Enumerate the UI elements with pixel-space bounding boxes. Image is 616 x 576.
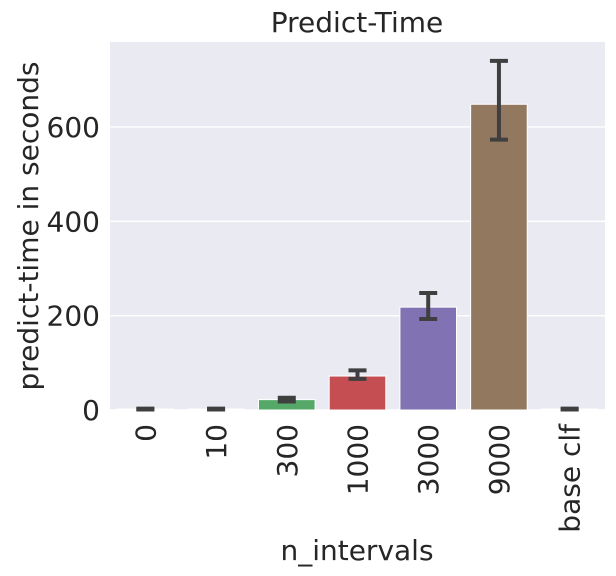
y-tick-label: 200 xyxy=(47,300,100,333)
x-tick-label: 10 xyxy=(200,424,233,460)
y-tick-label: 400 xyxy=(47,205,100,238)
x-tick-label: 9000 xyxy=(483,424,516,495)
bar xyxy=(400,307,457,410)
x-axis-label: n_intervals xyxy=(280,534,433,567)
x-tick-label: 300 xyxy=(271,424,304,477)
x-tick-label: 0 xyxy=(129,424,162,442)
error-bar xyxy=(136,409,154,410)
y-axis-label: predict-time in seconds xyxy=(12,62,45,391)
y-tick-label: 600 xyxy=(47,111,100,144)
x-tick-label: base clf xyxy=(554,423,587,533)
bar xyxy=(329,376,386,410)
error-bar xyxy=(561,409,579,410)
error-bar xyxy=(207,409,225,410)
plot-area xyxy=(110,42,605,410)
error-bar xyxy=(278,398,296,402)
chart-title: Predict-Time xyxy=(271,6,444,39)
y-tick-labels: 0 200 400 600 xyxy=(47,111,100,427)
bar xyxy=(471,104,528,410)
x-tick-label: 3000 xyxy=(412,424,445,495)
x-tick-label: 1000 xyxy=(342,424,375,495)
x-tick-labels: 0 10 300 1000 3000 9000 base clf xyxy=(129,423,586,533)
y-tick-label: 0 xyxy=(82,394,100,427)
